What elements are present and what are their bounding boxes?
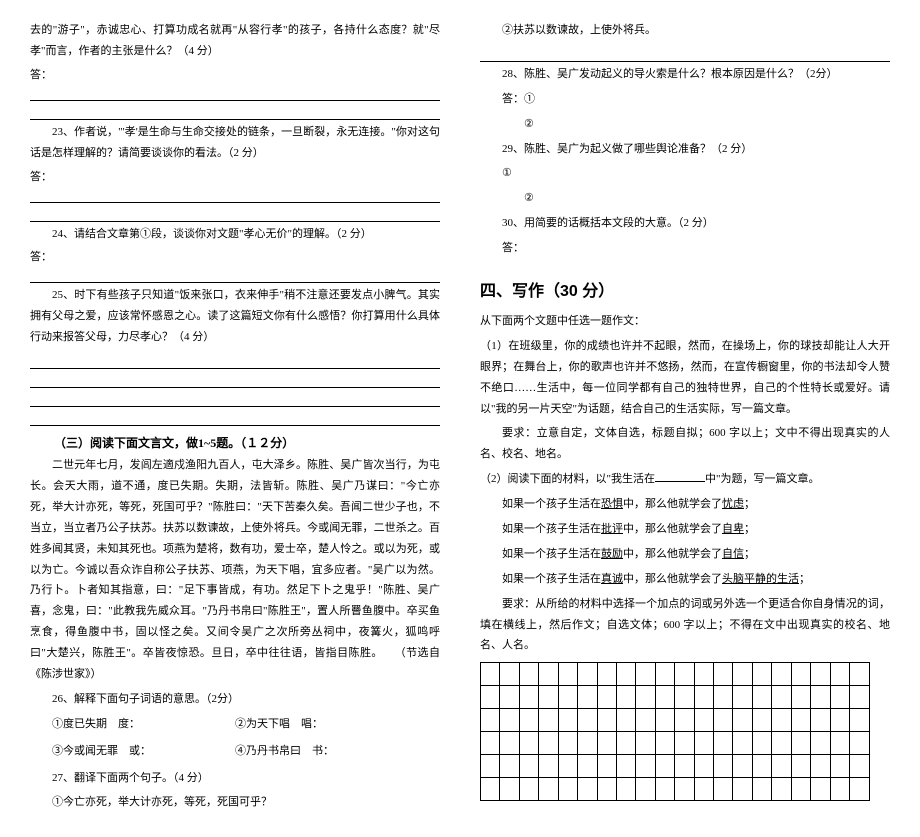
- writing-opt1-req: 要求：立意自定，文体自选，标题自拟；600 字以上；文中不得出现真实的人名、校名…: [480, 423, 890, 465]
- q26-1: ①度已失期 度：: [30, 714, 235, 735]
- q28-a2: ②: [480, 114, 890, 135]
- material-line-2: 如果一个孩子生活在批评中，那么他就学会了自卑；: [480, 519, 890, 540]
- blank-line: [30, 186, 440, 203]
- classical-passage: 二世元年七月，发闾左適戍渔阳九百人，屯大泽乡。陈胜、吴广皆次当行，为屯长。会天大…: [30, 455, 440, 685]
- q30: 30、用简要的话概括本文段的大意。（2 分）: [480, 213, 890, 234]
- blank-line: [30, 409, 440, 426]
- answer-label: 答：: [30, 66, 52, 82]
- blank-line: [30, 84, 440, 101]
- q29-a1: ①: [480, 163, 890, 184]
- q22-intro: 去的"游子"，赤诚忠心、打算功成名就再"从容行孝"的孩子，各持什么态度？就"尽孝…: [30, 20, 440, 62]
- section3-title: （三）阅读下面文言文，做1~5题。（１２分）: [30, 434, 440, 451]
- blank-line: [30, 266, 440, 283]
- q29-a2: ②: [480, 188, 890, 209]
- q25: 25、时下有些孩子只知道"饭来张口，衣来伸手"稍不注意还要发点小脾气。其实拥有父…: [30, 285, 440, 348]
- q28-a1: 答：①: [480, 89, 890, 110]
- blank-line: [30, 352, 440, 369]
- q26-2: ②为天下唱 唱：: [235, 714, 440, 735]
- q23: 23、作者说，"'孝'是生命与生命交接处的链条，一旦断裂，永无连接。"你对这句话…: [30, 122, 440, 164]
- material-line-1: 如果一个孩子生活在恐惧中，那么他就学会了忧虑；: [480, 494, 890, 515]
- q29: 29、陈胜、吴广为起义做了哪些舆论准备？（2 分）: [480, 139, 890, 160]
- blank-line: [30, 205, 440, 222]
- writing-intro: 从下面两个文题中任选一题作文：: [480, 311, 890, 332]
- answer-label: 答：: [30, 248, 52, 264]
- writing-opt1: （1）在班级里，你的成绩也许并不起眼，然而，在操场上，你的球技却能让人大开眼界；…: [480, 336, 890, 420]
- section4-title: 四、写作（30 分）: [480, 277, 890, 301]
- q26-3: ③今或闻无罪 或：: [30, 741, 235, 762]
- blank-line: [30, 371, 440, 388]
- q26-4: ④乃丹书帛曰 书：: [235, 741, 440, 762]
- q27: 27、翻译下面两个句子。（4 分）: [30, 768, 440, 789]
- q27-1: ①今亡亦死，举大计亦死，等死，死国可乎？: [30, 792, 440, 813]
- blank-line: [30, 103, 440, 120]
- blank-line: [480, 45, 890, 62]
- q26: 26、解释下面句子词语的意思。（2分）: [30, 689, 440, 710]
- q30-a: 答：: [480, 238, 890, 259]
- q28: 28、陈胜、吴广发动起义的导火索是什么？根本原因是什么？（2分）: [480, 64, 890, 85]
- q27-2: ②扶苏以数谏故，上使外将兵。: [480, 20, 890, 41]
- material-line-3: 如果一个孩子生活在鼓励中，那么他就学会了自信；: [480, 544, 890, 565]
- q24: 24、请结合文章第①段，谈谈你对文题"孝心无价"的理解。（2 分）: [30, 224, 440, 245]
- material-line-4: 如果一个孩子生活在真诚中，那么他就学会了头脑平静的生活；: [480, 569, 890, 590]
- answer-label: 答：: [30, 168, 52, 184]
- writing-opt2-title: （2）阅读下面的材料，以"我生活在中"为题，写一篇文章。: [480, 469, 890, 490]
- writing-opt2-req: 要求：从所给的材料中选择一个加点的词或另外选一个更适合你自身情况的词，填在横线上…: [480, 594, 890, 657]
- composition-grid: [480, 662, 870, 801]
- blank-line: [30, 390, 440, 407]
